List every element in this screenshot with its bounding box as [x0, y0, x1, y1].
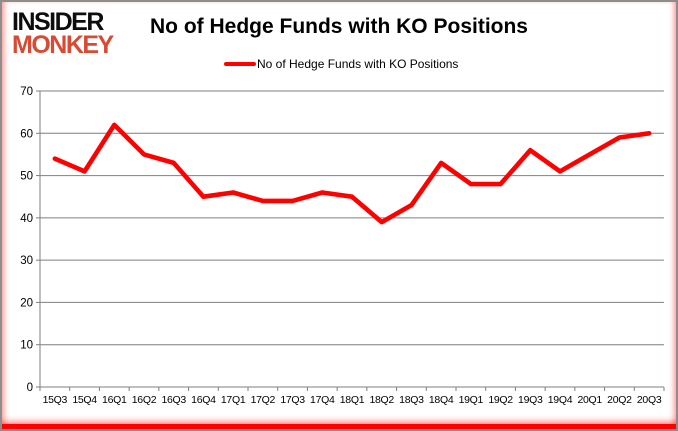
page-title: No of Hedge Funds with KO Positions — [150, 15, 528, 38]
x-tick-label: 19Q1 — [459, 394, 484, 406]
y-tick-label: 0 — [27, 382, 33, 394]
y-tick-label: 30 — [20, 255, 33, 267]
x-tick-label: 17Q3 — [280, 394, 305, 406]
x-tick-label: 20Q2 — [607, 394, 632, 406]
y-tick-label: 60 — [20, 128, 33, 140]
x-tick-label: 19Q4 — [548, 394, 573, 406]
insider-monkey-logo: INSIDER MONKEY — [12, 8, 114, 60]
x-tick-label: 20Q1 — [577, 394, 602, 406]
logo-word-monkey: MONKEY — [12, 31, 114, 60]
x-tick-label: 20Q3 — [637, 394, 662, 406]
x-tick-label: 15Q4 — [72, 394, 97, 406]
y-tick-label: 20 — [20, 297, 33, 309]
x-tick-label: 17Q2 — [251, 394, 276, 406]
y-tick-label: 40 — [20, 213, 33, 225]
x-tick-label: 17Q1 — [221, 394, 246, 406]
logo-word-insider: INSIDER — [12, 8, 104, 36]
x-tick-label: 16Q3 — [161, 394, 186, 406]
x-tick-label: 19Q3 — [518, 394, 543, 406]
x-tick-label: 16Q2 — [132, 394, 157, 406]
x-tick-label: 15Q3 — [43, 394, 68, 406]
y-tick-label: 50 — [20, 171, 33, 183]
x-tick-label: 18Q1 — [340, 394, 365, 406]
x-tick-label: 18Q3 — [399, 394, 424, 406]
series-line — [52, 122, 652, 225]
y-tick-label: 10 — [20, 340, 33, 352]
legend-line-icon — [224, 62, 256, 66]
x-tick-label: 16Q4 — [191, 394, 216, 406]
y-tick-label: 70 — [20, 86, 33, 98]
x-tick-label: 18Q4 — [429, 394, 454, 406]
x-tick-label: 18Q2 — [369, 394, 394, 406]
x-tick-label: 16Q1 — [102, 394, 127, 406]
chart-legend: No of Hedge Funds with KO Positions — [224, 57, 458, 71]
legend-label: No of Hedge Funds with KO Positions — [257, 57, 459, 71]
x-tick-label: 19Q2 — [488, 394, 513, 406]
x-tick-label: 17Q4 — [310, 394, 335, 406]
